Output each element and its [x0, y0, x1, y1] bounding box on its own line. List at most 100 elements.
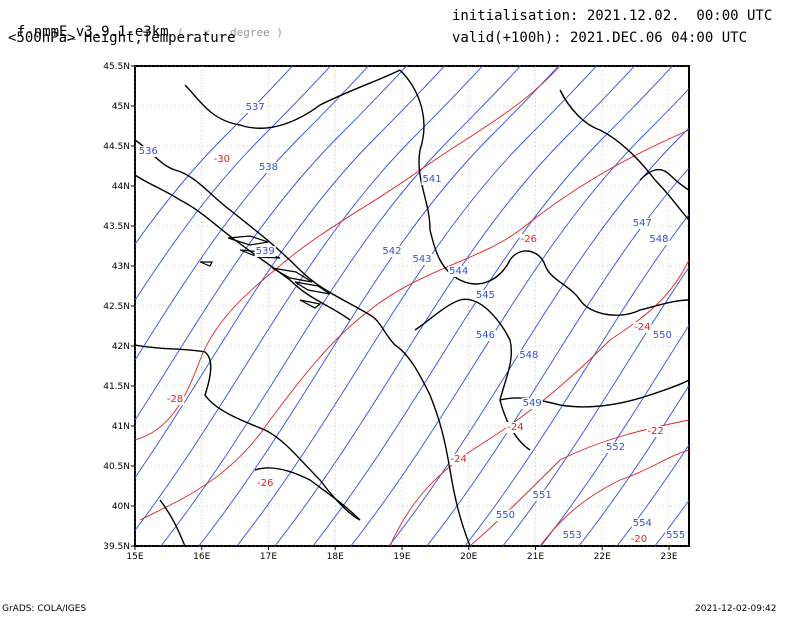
height-contour-label-bg	[631, 218, 653, 229]
height-contour-label: 547	[633, 218, 652, 229]
height-contour-label: 537	[246, 102, 265, 113]
height-contour-line	[540, 324, 689, 546]
height-contour-label-bg	[474, 290, 496, 301]
footer-timestamp: 2021-12-02-09:42	[695, 604, 777, 614]
height-contour-label-bg	[254, 246, 276, 257]
temperature-contour-label-bg	[633, 322, 652, 333]
temperature-contour-line	[469, 419, 689, 546]
tick-label-lon: 16E	[193, 552, 210, 562]
temperature-contour-label-bg	[519, 234, 538, 245]
coast-border-line	[414, 298, 531, 451]
island-outline	[199, 261, 213, 267]
height-contour-line	[135, 66, 332, 302]
tick-label-lat: 43.5N	[103, 222, 130, 232]
temperature-contour-label: -26	[257, 478, 273, 489]
model-title: f-nmmE_v3.9.1-e3km ( . x . degree )	[0, 8, 283, 41]
tick-label-lat: 40N	[112, 502, 130, 512]
temperature-contour-label: -24	[507, 422, 523, 433]
height-contour-label-bg	[561, 530, 583, 541]
height-contour-label-bg	[411, 254, 433, 265]
tick-label-lat: 42N	[112, 342, 130, 352]
tick-label-lat: 45.5N	[103, 62, 130, 72]
height-contour-line	[198, 66, 560, 546]
temperature-contour-label: -24	[634, 322, 650, 333]
contour-labels: 536 537 538 539 541 542 543 544 545 546 547 548 548 5…	[137, 102, 687, 545]
height-contour-line	[502, 266, 689, 546]
height-contour-label: 536	[139, 146, 158, 157]
height-contour-label: 554	[633, 518, 652, 529]
height-contour-label-bg	[521, 398, 543, 409]
coast-border-line	[135, 344, 361, 521]
temperature-contour-label: -26	[521, 234, 537, 245]
height-contour-line	[350, 88, 689, 546]
coast-border-line	[159, 499, 186, 546]
height-contour-label: 548	[649, 234, 668, 245]
tick-label-lat: 42.5N	[103, 302, 130, 312]
height-contour-label-bg	[605, 442, 627, 453]
tick-label-lat: 43N	[112, 262, 130, 272]
height-contour-label: 545	[476, 290, 495, 301]
height-contour-label-bg	[631, 518, 653, 529]
island-outline	[271, 267, 313, 283]
height-contour-label: 538	[259, 162, 278, 173]
temperature-contour-label-bg	[165, 394, 185, 405]
temperature-contour-label: -20	[631, 534, 647, 545]
height-contour-label-bg	[648, 234, 670, 245]
temperature-contour-label: -30	[214, 154, 230, 165]
height-contour-line	[685, 0, 800, 556]
height-contour-line	[426, 167, 689, 546]
height-contour-line	[135, 66, 370, 362]
height-contour-label: 542	[382, 246, 401, 257]
temperature-contour-label-bg	[255, 478, 275, 489]
footer-software: GrADS: COLA/IGES	[2, 604, 87, 614]
height-contour-label: 552	[606, 442, 625, 453]
grid-lines	[134, 65, 689, 547]
tick-label-lon: 22E	[594, 552, 611, 562]
height-contour-label: 543	[412, 254, 431, 265]
height-contour-label-bg	[448, 266, 470, 277]
island-outline	[294, 281, 331, 295]
height-contour-label-bg	[665, 530, 687, 541]
tick-label-lon: 21E	[527, 552, 544, 562]
height-contour-label: 541	[422, 174, 441, 185]
model-name: f-nmmE_v3.9.1-e3km	[16, 24, 169, 40]
height-contour-label-bg	[474, 330, 496, 341]
temperature-contour-label-bg	[646, 426, 665, 437]
height-contour-label: 550	[653, 330, 672, 341]
coast-border-line	[559, 89, 689, 221]
height-contour-label: 551	[533, 490, 552, 501]
temperature-contour-line	[139, 129, 689, 521]
height-contours	[135, 0, 800, 556]
tick-label-lon: 19E	[393, 552, 410, 562]
coast-border-line	[639, 168, 689, 191]
coast-border-line	[399, 69, 689, 316]
tick-label-lon: 20E	[460, 552, 477, 562]
tick-label-lon: 15E	[126, 552, 143, 562]
height-contour-label: 550	[496, 510, 515, 521]
height-contour-label: 539	[256, 246, 275, 257]
coast-border-line	[184, 69, 401, 129]
temperature-contour-label: -24	[451, 454, 467, 465]
height-contour-label-bg	[531, 490, 553, 501]
island-outline	[227, 235, 269, 246]
height-contour-label-bg	[381, 246, 403, 257]
temperature-contour-label-bg	[629, 534, 649, 545]
tick-label-lat: 44N	[112, 182, 130, 192]
height-contour-label-bg	[137, 146, 159, 157]
temperature-contour-line	[135, 66, 561, 441]
tick-label-lon: 23E	[660, 552, 677, 562]
height-contour-line	[723, 0, 800, 556]
temperature-contour-label-bg	[449, 454, 468, 465]
tick-label-lon: 17E	[260, 552, 277, 562]
valid-time: valid(+100h): 2021.DEC.06 04:00 UTC	[452, 30, 748, 46]
height-contour-line	[135, 66, 446, 479]
tick-label-lat: 41.5N	[103, 382, 130, 392]
height-contour-label-bg	[421, 174, 443, 185]
temperature-contour-label: -28	[167, 394, 183, 405]
height-contour-line	[135, 66, 484, 531]
height-contour-label-bg	[494, 510, 516, 521]
height-contour-label: 544	[449, 266, 468, 277]
height-contour-label: 548	[519, 350, 538, 361]
height-contour-label: 546	[476, 330, 495, 341]
height-contour-line	[135, 66, 408, 422]
